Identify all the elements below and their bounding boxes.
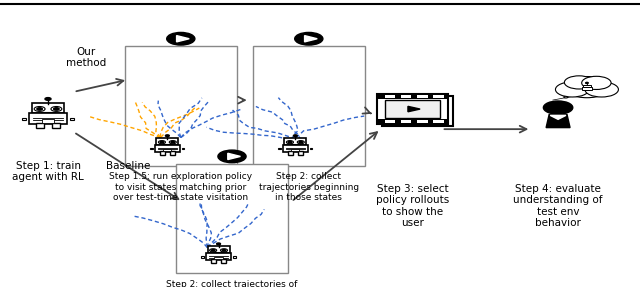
- Circle shape: [210, 249, 217, 252]
- Bar: [433, 95, 444, 98]
- Circle shape: [576, 90, 584, 94]
- FancyArrow shape: [182, 148, 184, 150]
- Text: Baseline: Baseline: [106, 162, 150, 171]
- FancyArrow shape: [278, 148, 281, 150]
- Bar: [417, 95, 428, 98]
- Circle shape: [165, 135, 170, 137]
- FancyBboxPatch shape: [207, 246, 230, 253]
- Bar: [211, 259, 216, 263]
- Bar: [401, 95, 412, 98]
- Text: Step 1: train
agent with RL: Step 1: train agent with RL: [12, 161, 84, 182]
- Circle shape: [220, 249, 227, 252]
- Bar: [582, 87, 591, 90]
- Bar: [52, 123, 60, 129]
- Circle shape: [54, 108, 59, 110]
- Bar: [433, 120, 444, 123]
- Polygon shape: [408, 106, 420, 112]
- FancyBboxPatch shape: [156, 138, 179, 145]
- Circle shape: [160, 141, 164, 143]
- Bar: [36, 123, 44, 129]
- Circle shape: [297, 141, 304, 144]
- Bar: [385, 95, 395, 98]
- Text: Step 2: collect trajectories of
agent in train environment: Step 2: collect trajectories of agent in…: [166, 280, 298, 287]
- Bar: [382, 96, 452, 126]
- Bar: [170, 151, 175, 155]
- Bar: [42, 119, 54, 123]
- Circle shape: [287, 141, 294, 144]
- Bar: [288, 151, 292, 155]
- Circle shape: [222, 249, 226, 251]
- FancyArrow shape: [150, 148, 153, 150]
- Polygon shape: [305, 36, 317, 42]
- Bar: [176, 164, 288, 273]
- FancyArrow shape: [22, 118, 26, 120]
- Bar: [378, 94, 448, 99]
- Circle shape: [159, 141, 166, 144]
- Bar: [253, 46, 365, 166]
- Circle shape: [216, 243, 221, 245]
- Circle shape: [295, 32, 323, 45]
- Bar: [417, 120, 428, 123]
- Bar: [214, 257, 223, 259]
- Polygon shape: [550, 115, 566, 119]
- Text: Our
method: Our method: [67, 46, 106, 68]
- Text: Step 1.5: run exploration policy
to visit states matching prior
over test-time s: Step 1.5: run exploration policy to visi…: [109, 172, 252, 202]
- Polygon shape: [177, 36, 189, 42]
- FancyBboxPatch shape: [283, 145, 308, 152]
- Circle shape: [556, 82, 589, 97]
- Bar: [160, 151, 164, 155]
- Circle shape: [169, 141, 176, 144]
- Circle shape: [51, 106, 62, 111]
- FancyArrow shape: [233, 256, 236, 258]
- Circle shape: [293, 135, 298, 137]
- Bar: [378, 94, 448, 124]
- Circle shape: [37, 108, 42, 110]
- Bar: [378, 119, 448, 124]
- FancyBboxPatch shape: [29, 113, 67, 124]
- Circle shape: [211, 249, 215, 251]
- Circle shape: [543, 101, 573, 114]
- Circle shape: [563, 77, 611, 98]
- Circle shape: [34, 106, 45, 111]
- Bar: [125, 46, 237, 166]
- Bar: [298, 151, 303, 155]
- Circle shape: [166, 32, 195, 45]
- Circle shape: [564, 76, 594, 89]
- Circle shape: [45, 98, 51, 100]
- Text: Step 4: evaluate
understanding of
test env
behavior: Step 4: evaluate understanding of test e…: [513, 184, 603, 228]
- Circle shape: [171, 141, 175, 143]
- FancyBboxPatch shape: [32, 103, 64, 113]
- Bar: [385, 120, 395, 123]
- Bar: [583, 85, 591, 87]
- Circle shape: [564, 96, 568, 98]
- FancyBboxPatch shape: [284, 138, 307, 145]
- Polygon shape: [228, 153, 241, 160]
- Bar: [163, 149, 172, 151]
- FancyBboxPatch shape: [206, 253, 231, 260]
- Circle shape: [288, 141, 292, 143]
- Circle shape: [299, 141, 303, 143]
- FancyBboxPatch shape: [155, 145, 180, 152]
- FancyArrow shape: [70, 118, 74, 120]
- Circle shape: [582, 76, 611, 90]
- Bar: [221, 259, 226, 263]
- Circle shape: [585, 82, 618, 97]
- Circle shape: [586, 82, 588, 84]
- Bar: [385, 100, 440, 118]
- FancyArrow shape: [202, 256, 204, 258]
- Bar: [401, 120, 412, 123]
- Circle shape: [570, 93, 576, 96]
- Text: Step 3: select
policy rollouts
to show the
user: Step 3: select policy rollouts to show t…: [376, 184, 449, 228]
- Text: Step 2: collect
trajectories beginning
in those states: Step 2: collect trajectories beginning i…: [259, 172, 359, 202]
- FancyArrow shape: [310, 148, 312, 150]
- Circle shape: [218, 150, 246, 163]
- Bar: [291, 149, 300, 151]
- Polygon shape: [546, 115, 570, 128]
